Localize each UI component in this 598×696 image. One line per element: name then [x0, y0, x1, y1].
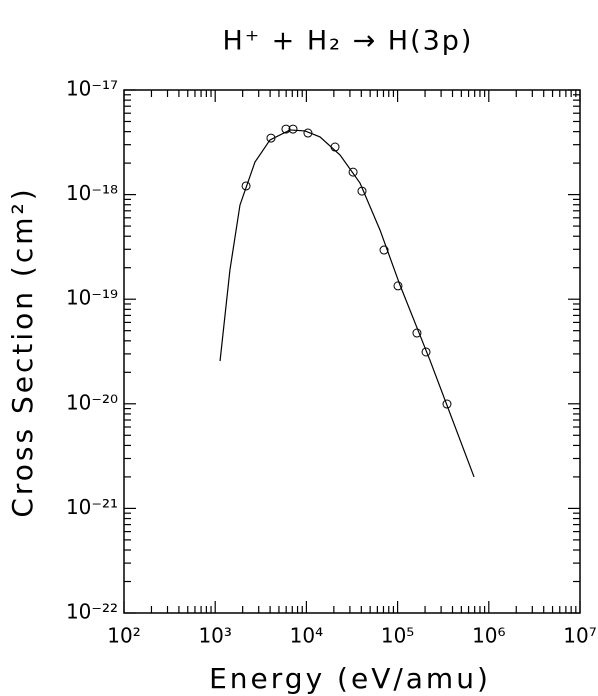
x-tick-label: 10⁴: [290, 624, 323, 648]
data-point: [442, 399, 452, 409]
y-tick-label: 10⁻²¹: [66, 495, 118, 519]
plot-frame: [123, 89, 581, 614]
y-tick-label: 10⁻¹⁸: [66, 181, 118, 205]
x-tick-label: 10³: [198, 624, 231, 648]
data-point: [241, 181, 251, 191]
y-tick-label: 10⁻²⁰: [66, 390, 118, 414]
x-axis-label: Energy (eV/amu): [209, 662, 491, 695]
fit-curve: [219, 129, 475, 478]
data-point: [303, 128, 313, 138]
y-tick-label: 10⁻¹⁷: [66, 77, 118, 101]
x-tick-label: 10⁷: [563, 624, 596, 648]
x-tick-label: 10⁵: [381, 624, 414, 648]
data-point: [288, 124, 298, 134]
data-point: [421, 347, 431, 357]
data-point: [281, 124, 291, 134]
y-tick-label: 10⁻²²: [66, 600, 118, 624]
data-point: [393, 281, 403, 291]
x-tick-label: 10²: [107, 624, 140, 648]
data-point: [348, 167, 358, 177]
y-tick-label: 10⁻¹⁹: [66, 286, 118, 310]
chart-title: H⁺ + H₂ → H(3p): [223, 26, 474, 57]
x-tick-label: 10⁶: [472, 624, 505, 648]
data-point: [379, 245, 389, 255]
y-axis-label: Cross Section (cm²): [6, 186, 39, 517]
